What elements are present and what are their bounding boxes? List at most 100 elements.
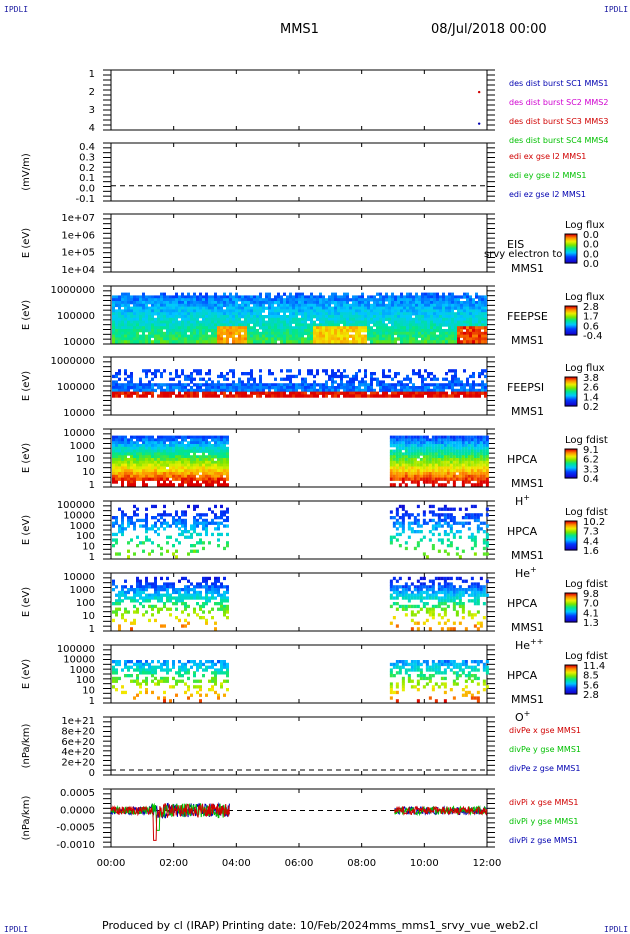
heat-cell-hpca_h bbox=[425, 446, 429, 451]
heat-cell-hpca_h bbox=[223, 458, 226, 462]
heat-cell-hpca_h bbox=[431, 463, 435, 467]
heat-cell-feepsi bbox=[373, 394, 376, 398]
heat-cell-feepsi bbox=[241, 391, 244, 395]
heat-cell-feepse bbox=[157, 315, 160, 319]
heat-cell-feepse bbox=[151, 329, 154, 333]
heat-cell-feepse bbox=[319, 331, 322, 336]
colorbar-frame-feepsi bbox=[564, 376, 578, 407]
ytick-label-eis: 1e+07 bbox=[61, 213, 95, 224]
heat-cell-feepsi bbox=[481, 372, 484, 376]
heat-cell-hpca_h bbox=[422, 472, 426, 476]
heat-cell-feepse bbox=[139, 298, 142, 302]
heat-cell-feepse bbox=[115, 317, 118, 322]
heat-cell-feepse bbox=[436, 303, 439, 308]
heat-cell-feepse bbox=[220, 312, 223, 316]
heat-cell-feepse bbox=[355, 298, 358, 302]
heat-cell-feepsi bbox=[253, 380, 256, 384]
heat-cell-hpca_h bbox=[226, 449, 229, 453]
heat-cell-feepse bbox=[307, 298, 310, 302]
heat-cell-feepse bbox=[142, 329, 145, 333]
heat-cell-feepse bbox=[202, 312, 205, 316]
heat-cell-feepse bbox=[373, 315, 376, 319]
heat-cell-feepsi bbox=[139, 377, 142, 381]
heat-cell-feepse bbox=[157, 340, 160, 344]
heat-cell-feepsi bbox=[196, 369, 199, 373]
heat-cell-feepsi bbox=[238, 391, 241, 395]
heat-cell-feepsi bbox=[301, 383, 304, 387]
heat-cell-feepse bbox=[421, 317, 424, 322]
heat-cell-feepse bbox=[385, 337, 388, 341]
heat-cell-feepse bbox=[112, 331, 115, 336]
heat-cell-feepse bbox=[379, 306, 382, 310]
heat-cell-feepse bbox=[430, 334, 433, 338]
heat-cell-feepse bbox=[460, 340, 463, 344]
heat-cell-hpca_h bbox=[455, 449, 459, 453]
colorbar-cell-hpca_hepp bbox=[565, 607, 577, 610]
heat-cell-feepse bbox=[391, 329, 394, 333]
heat-cell-feepse bbox=[289, 317, 292, 322]
heat-cell-feepse bbox=[316, 295, 319, 299]
heat-cell-hpca_h bbox=[482, 455, 486, 459]
heat-cell-feepse bbox=[406, 292, 409, 296]
heat-cell-hpca_h bbox=[160, 469, 163, 473]
heat-cell-feepse bbox=[205, 303, 208, 308]
heat-cell-hpca_h bbox=[392, 460, 396, 465]
colorbar-cell-hpca_he bbox=[565, 544, 577, 546]
ytick-label-hpca_o: 100000 bbox=[57, 644, 95, 655]
heat-cell-hpca_h bbox=[139, 449, 142, 453]
heat-cell-hpca_h bbox=[419, 477, 423, 481]
heat-cell-feepse bbox=[142, 340, 145, 344]
heat-cell-feepsi bbox=[175, 394, 178, 398]
heat-cell-feepsi bbox=[370, 380, 373, 384]
heat-cell-feepsi bbox=[454, 377, 457, 381]
heat-cell-feepse bbox=[382, 329, 385, 333]
heat-cell-feepsi bbox=[115, 372, 118, 376]
heat-cell-feepse bbox=[181, 303, 184, 308]
heat-cell-feepse bbox=[439, 337, 442, 341]
heat-cell-hpca_h bbox=[437, 455, 441, 459]
heat-cell-hpca_h bbox=[160, 474, 163, 479]
heat-cell-hpca_h bbox=[124, 463, 127, 467]
heat-cell-hpca_h bbox=[145, 466, 148, 470]
colorbar-cell-hpca_h bbox=[565, 459, 577, 462]
heat-cell-hpca_h bbox=[160, 466, 163, 470]
heat-cell-feepse bbox=[133, 295, 136, 299]
heat-cell-feepse bbox=[247, 326, 250, 330]
colorbar-cell-hpca_o bbox=[565, 676, 577, 679]
heat-cell-feepse bbox=[346, 320, 349, 324]
heat-cell-hpca_h bbox=[217, 466, 220, 470]
heat-cell-feepse bbox=[226, 303, 229, 308]
heat-cell-feepsi bbox=[127, 391, 130, 395]
heat-cell-feepse bbox=[352, 303, 355, 308]
heat-cell-feepse bbox=[115, 331, 118, 336]
heat-cell-feepse bbox=[418, 326, 421, 330]
heat-cell-feepse bbox=[223, 295, 226, 299]
heat-cell-hpca_h bbox=[467, 452, 471, 456]
heat-cell-hpca_h bbox=[440, 441, 444, 445]
heat-cell-hpca_h bbox=[220, 463, 223, 467]
heat-cell-feepse bbox=[454, 317, 457, 322]
heat-cell-feepse bbox=[424, 317, 427, 322]
heat-cell-feepsi bbox=[418, 374, 421, 379]
heat-cell-feepse bbox=[172, 323, 175, 327]
heat-cell-feepse bbox=[148, 323, 151, 327]
heat-cell-feepse bbox=[193, 331, 196, 336]
colorbar-cell-hpca_he bbox=[565, 526, 577, 529]
heat-cell-feepsi bbox=[205, 380, 208, 384]
heat-cell-feepse bbox=[415, 331, 418, 336]
heat-cell-hpca_h bbox=[133, 441, 136, 445]
heat-cell-feepse bbox=[127, 292, 130, 296]
heat-cell-hpca_h bbox=[121, 444, 124, 448]
heat-cell-hpca_h bbox=[458, 438, 462, 442]
heat-cell-feepse bbox=[172, 317, 175, 322]
heat-cell-feepse bbox=[262, 331, 265, 336]
heat-cell-feepsi bbox=[121, 391, 124, 395]
heat-cell-feepse bbox=[319, 295, 322, 299]
heat-cell-hpca_h bbox=[199, 441, 202, 445]
heat-cell-feepse bbox=[415, 303, 418, 308]
heat-cell-feepse bbox=[139, 312, 142, 316]
ytick-label-eis: 1e+06 bbox=[61, 230, 95, 241]
heat-cell-hpca_h bbox=[184, 435, 187, 439]
heat-cell-feepsi bbox=[313, 388, 316, 393]
ytick-label-hpca_o: 10000 bbox=[63, 654, 95, 665]
